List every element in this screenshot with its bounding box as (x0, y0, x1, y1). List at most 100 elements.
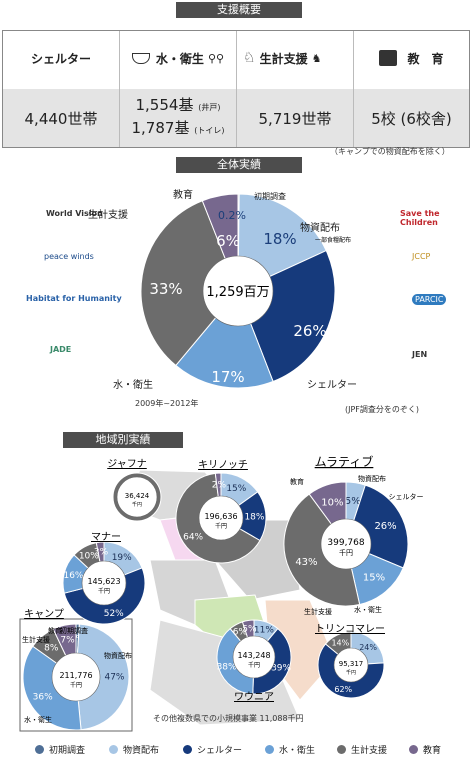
pie-slice-label: 39% (271, 663, 291, 673)
region-title: ムラティブ (315, 454, 374, 469)
category-label: 物資配布 (300, 221, 340, 234)
pie-center (51, 652, 101, 702)
pie-slice-label: 62% (334, 685, 352, 694)
summary-col-education: 教 育 5校 (6校舎) (354, 31, 469, 147)
pie-unit: 千円 (215, 522, 227, 530)
legend: 初期調査 物資配布 シェルター 水・衛生 生計支援 教育 (35, 741, 455, 759)
category-label: 水・衛生 (354, 605, 382, 614)
classroom-icon (379, 50, 398, 66)
logo-jccp: JCCP (412, 252, 431, 261)
summary-table: シェルター 4,440世帯 水・衛生 ⚲⚲ 1,554基 (井戸) 1,787基… (2, 30, 470, 148)
pie-total: 196,636 (204, 512, 237, 521)
people-icon: ⚲⚲ (207, 51, 225, 65)
summary-label-livelihood: 生計支援 (259, 51, 308, 66)
summary-unit-toilets: (トイレ) (194, 126, 225, 135)
region-title: ワウニア (234, 691, 274, 703)
legend-label: 初期調査 (49, 746, 86, 756)
pie-slice-label: 5% (242, 624, 257, 634)
pie-slice-label: 18% (263, 230, 296, 248)
pie-slice-label: 15% (226, 484, 246, 494)
category-label: 教育 (290, 477, 304, 486)
pie-center (81, 560, 127, 606)
summary-label-education: 教 育 (407, 51, 444, 66)
region-title: ジャフナ (107, 458, 147, 470)
legend-water: 水・衛生 (265, 743, 315, 756)
pie-total: 143,248 (237, 651, 270, 660)
pie-center (232, 635, 276, 679)
legend-distribution: 物資配布 (109, 743, 159, 756)
water-basin-icon (131, 52, 150, 64)
pie-slice-label: 0.2% (218, 209, 246, 222)
overall-period: 2009年~2012年 (135, 399, 199, 408)
regional-header: 地域別実績 (63, 432, 183, 448)
category-label: 教育 (173, 188, 193, 201)
pie-slice (22, 645, 82, 731)
pie-slice-label: 15% (363, 572, 385, 583)
summary-value-wells: 1,554基 (135, 96, 194, 114)
summary-label-shelter: シェルター (30, 51, 91, 66)
legend-swatch (109, 745, 118, 754)
summary-col-water: 水・衛生 ⚲⚲ 1,554基 (井戸) 1,787基 (トイレ) (120, 31, 237, 147)
pie-center (198, 495, 244, 541)
overall-header: 全体実績 (176, 157, 302, 173)
pie-slice-label: 6% (216, 232, 240, 250)
region-title: トリンコマレー (315, 624, 385, 635)
category-label: 水・衛生 (113, 378, 153, 391)
pie-slice-label: 33% (149, 280, 182, 298)
logo-parcic: PARCIC (412, 294, 447, 305)
overall-note: (JPF調査分をのぞく) (345, 405, 420, 414)
pie-slice-label: 14% (331, 638, 349, 647)
category-label: 生計支援 (22, 635, 50, 644)
pie-slice-label: 24% (359, 643, 377, 652)
legend-label: 物資配布 (123, 746, 160, 756)
pie-center (116, 476, 158, 518)
logo-habitat: Habitat for Humanity (26, 294, 122, 303)
summary-value-education: 5校 (6校舎) (354, 89, 469, 147)
pie-slice (140, 200, 239, 367)
legend-shelter: シェルター (183, 743, 242, 756)
livestock-icon: ♘ (243, 50, 256, 66)
summary-note: （キャンプでの物資配布を除く） (330, 147, 450, 156)
chicken-icon: ♞ (311, 51, 322, 65)
pie-total: 211,776 (59, 671, 92, 680)
pie-slice-label: 16% (63, 571, 83, 581)
pie-unit: 千円 (248, 661, 260, 669)
category-label: 初期調査 (60, 626, 88, 635)
pie-slice-label: 8% (44, 644, 59, 654)
summary-value-livelihood: 5,719世帯 (237, 89, 353, 147)
pie-slice-label: 5% (345, 496, 361, 507)
legend-label: シェルター (197, 746, 243, 756)
category-label: 生計支援 (88, 208, 128, 221)
pie-total: 95,317 (339, 660, 364, 668)
pie-slice-label: 7% (60, 635, 75, 645)
pie-slice (175, 290, 274, 389)
category-label: シェルター (389, 492, 424, 501)
pie-slice-label: 38% (217, 662, 237, 672)
category-label: 初期調査 (254, 191, 286, 201)
pie-unit: 千円 (339, 548, 353, 557)
pie-slice-label: 10% (79, 551, 99, 561)
pie-slice-label: 64% (183, 533, 203, 543)
pie-slice-label: 26% (374, 521, 396, 532)
pie-unit: 千円 (346, 669, 356, 676)
pie-slice-label: 1% (70, 635, 85, 645)
legend-label: 生計支援 (351, 746, 388, 756)
pie-slice-label: 36% (33, 692, 53, 702)
category-label: 物資配布 (358, 474, 386, 483)
legend-livelihood: 生計支援 (337, 743, 387, 756)
pie-slice (220, 491, 267, 542)
pie-slice-label: 2% (212, 481, 227, 491)
legend-swatch (337, 745, 346, 754)
summary-header: 支援概要 (176, 2, 302, 18)
pie-slice (75, 623, 130, 731)
region-title: キャンプ (24, 608, 64, 620)
pie-slice-label: 26% (293, 322, 326, 340)
pie-total: 145,623 (87, 577, 120, 586)
legend-initial-survey: 初期調査 (35, 743, 85, 756)
category-label: 生計支援 (304, 607, 332, 616)
legend-swatch (265, 745, 274, 754)
pie-slice-label: 3% (94, 548, 109, 558)
logo-save-the-children: Save the Children (400, 209, 440, 227)
region-title: キリノッチ (198, 459, 248, 471)
legend-swatch (409, 745, 418, 754)
